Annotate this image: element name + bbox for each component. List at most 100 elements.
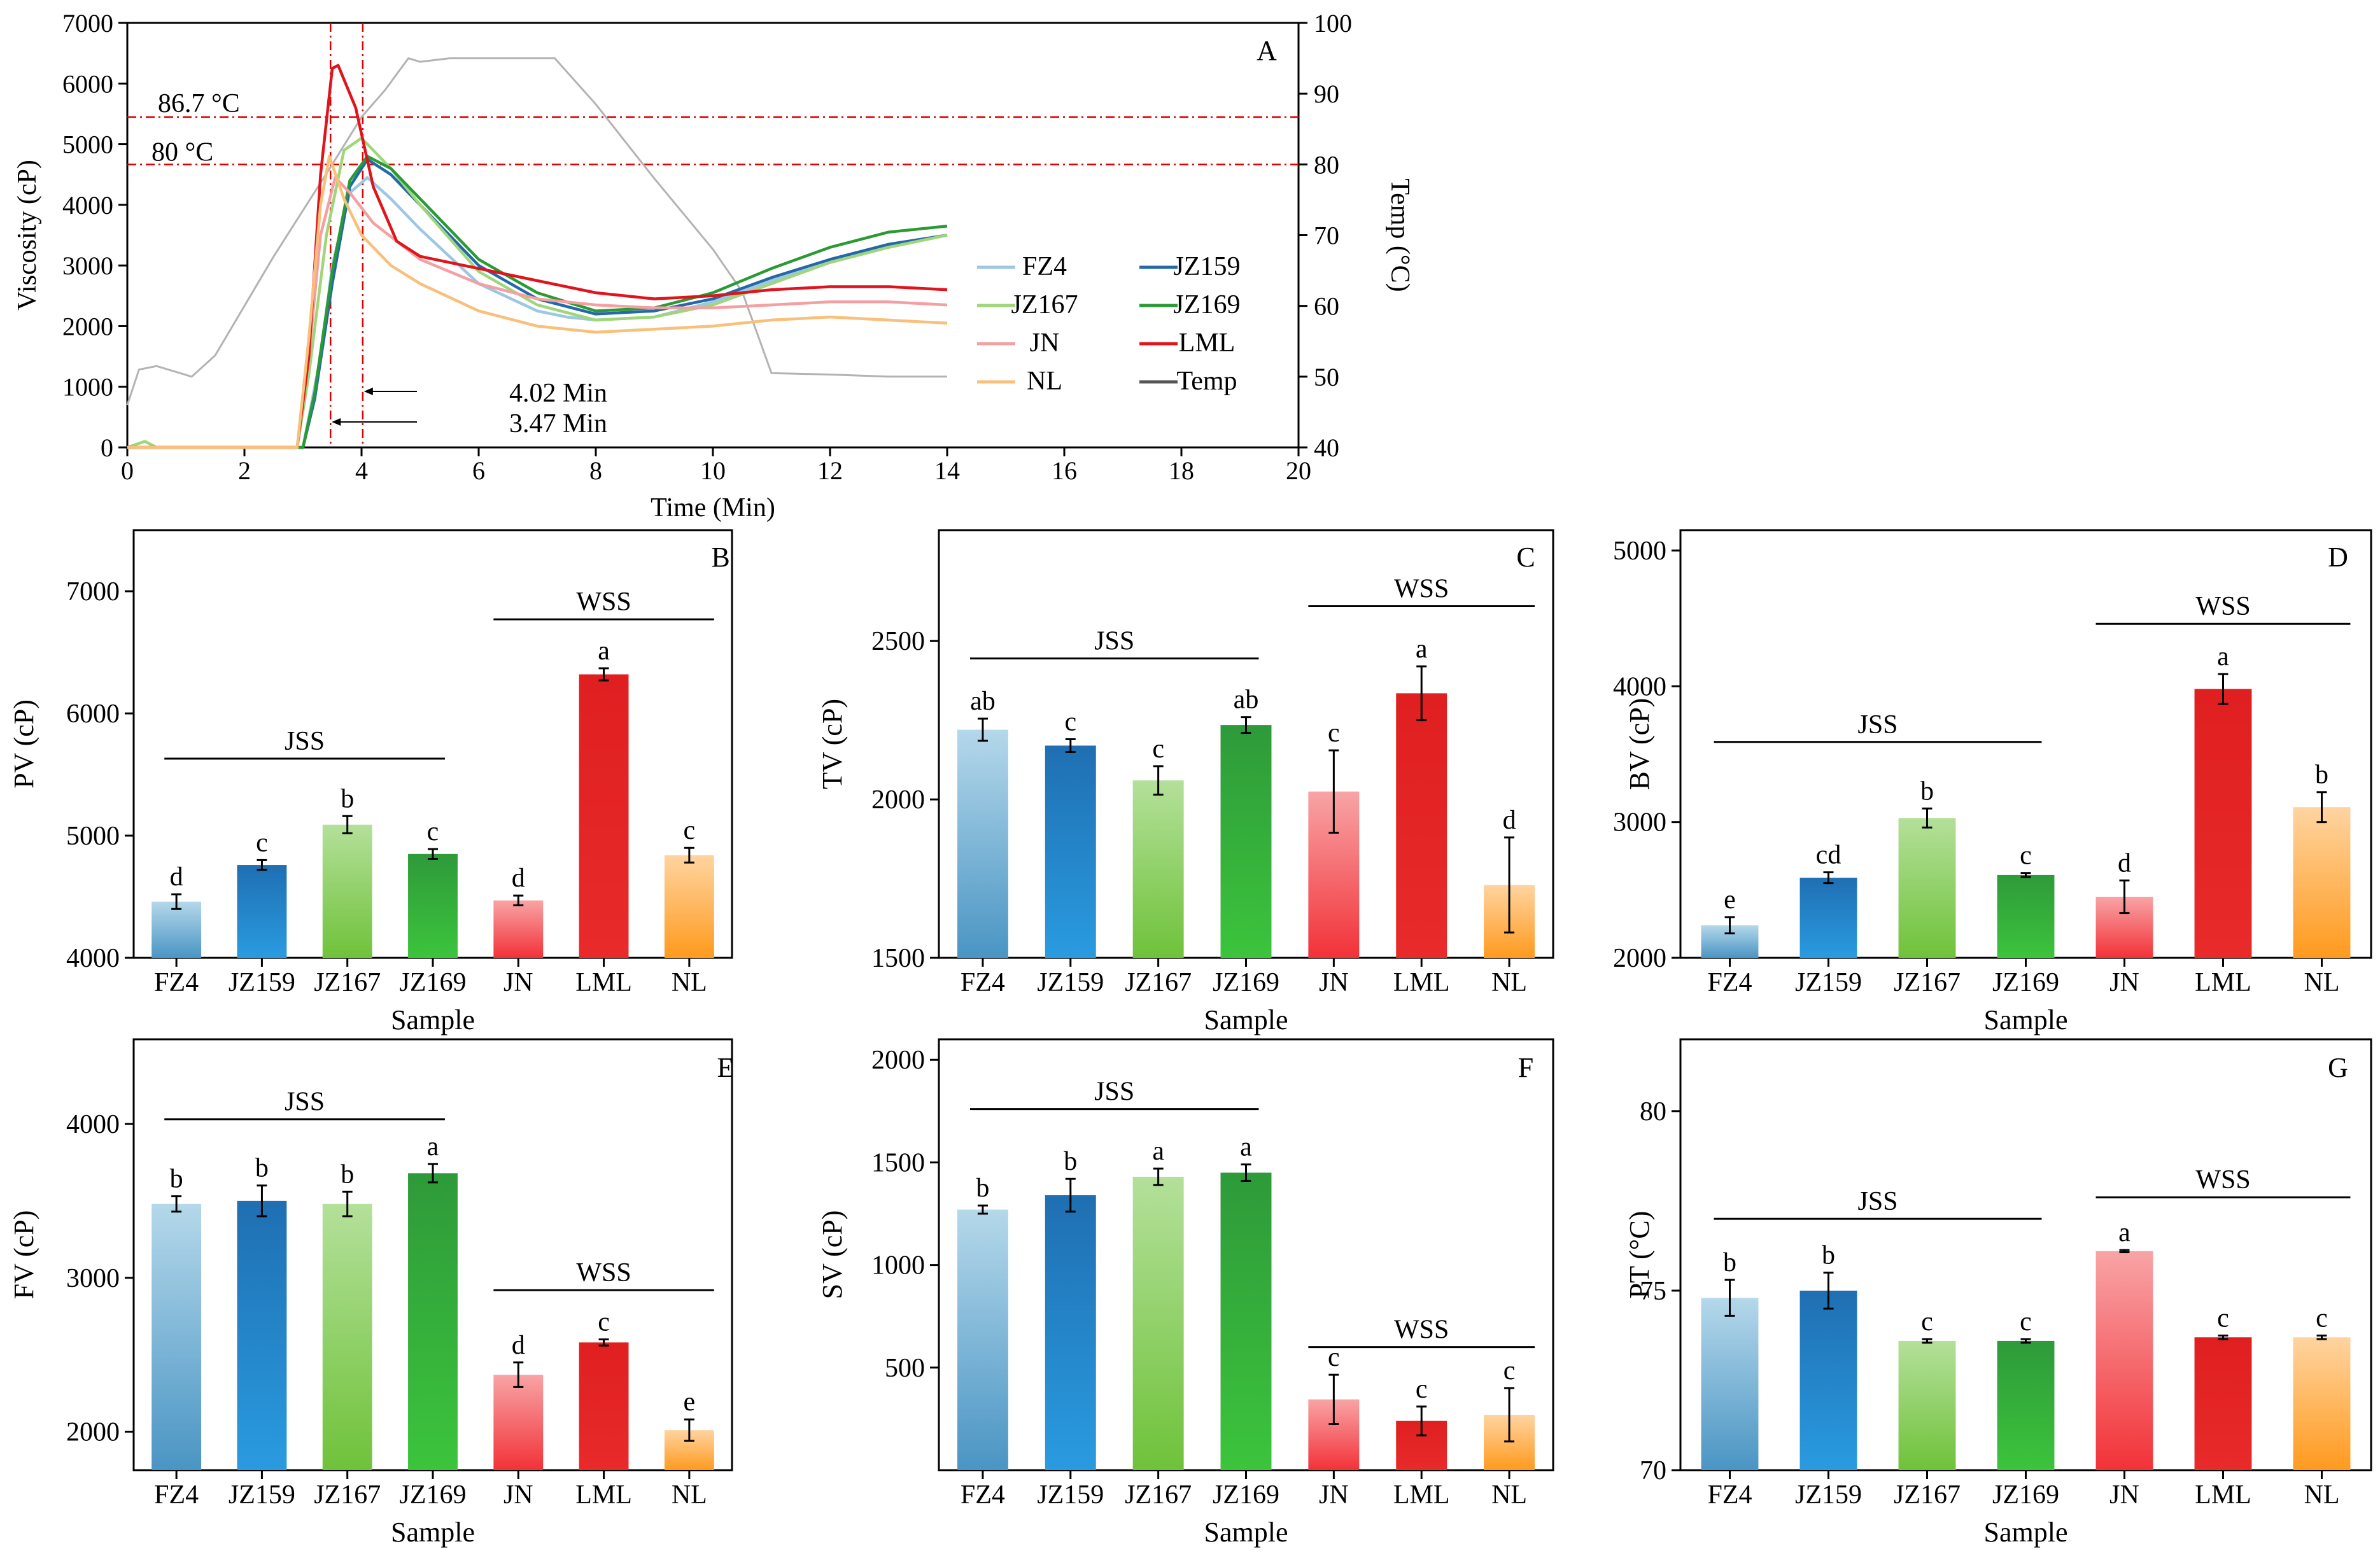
x-tick-label: JN — [503, 968, 533, 997]
significance-letter: b — [1723, 1248, 1736, 1277]
significance-letter: d — [512, 1331, 525, 1360]
x-tick-label: 18 — [1169, 456, 1194, 485]
y-tick-label: 1000 — [62, 373, 113, 402]
group-label-wss: WSS — [2195, 592, 2250, 621]
x-tick-label: NL — [672, 1480, 707, 1510]
x-tick-label: LML — [2195, 968, 2251, 997]
bar-jz169 — [1997, 874, 2055, 958]
bar-fz4 — [957, 729, 1008, 958]
annotation-4-02-min: 4.02 Min — [509, 379, 607, 408]
panel-letter: D — [2328, 542, 2348, 573]
significance-letter: b — [1920, 776, 1934, 806]
panel-g-bar-chart: 70 75 80 b FZ4 b JZ159 c JZ167 c JZ169 a JN c LML c NL JS… — [1624, 1038, 2372, 1548]
bar-jn — [493, 900, 544, 958]
bar-jz169 — [408, 853, 458, 958]
group-label-jss: JSS — [285, 1088, 325, 1117]
bar-fz4 — [151, 901, 202, 958]
y-tick-label: 2000 — [871, 1046, 925, 1075]
y2-tick-label: 70 — [1314, 221, 1339, 250]
significance-letter: b — [341, 1160, 354, 1189]
significance-letter: d — [512, 864, 525, 893]
bar-nl — [2293, 807, 2351, 958]
y-tick-label: 4000 — [66, 944, 120, 973]
y2-axis-title: Temp (°C) — [1385, 178, 1414, 291]
series-line-lml — [127, 64, 948, 449]
significance-letter: a — [1240, 1133, 1252, 1162]
significance-letter: c — [1152, 734, 1164, 764]
x-tick-label: FZ4 — [961, 968, 1005, 997]
x-tick-label: 2 — [238, 456, 251, 485]
y-tick-label: 1000 — [871, 1251, 925, 1281]
bar-jz169 — [1997, 1340, 2055, 1470]
series-line-jn — [127, 176, 948, 449]
y2-tick-label: 80 — [1314, 150, 1339, 179]
significance-letter: c — [427, 817, 439, 846]
bar-lml — [579, 1342, 629, 1470]
legend-label-temp: Temp — [1176, 367, 1237, 396]
y-tick-label: 5000 — [66, 822, 120, 851]
bar-lml — [579, 674, 629, 958]
bar-fz4 — [151, 1204, 202, 1470]
legend-label-lml: LML — [1179, 328, 1236, 358]
x-tick-label: JZ169 — [1213, 968, 1279, 997]
significance-letter: c — [1064, 708, 1076, 737]
legend-label-fz4: FZ4 — [1022, 252, 1067, 281]
x-tick-label: 16 — [1052, 456, 1077, 485]
significance-letter: d — [2118, 848, 2131, 878]
x-axis-title: Sample — [391, 1517, 475, 1548]
x-axis-title: Sample — [1204, 1004, 1288, 1035]
bar-jz167 — [1898, 1340, 1956, 1470]
x-tick-label: FZ4 — [961, 1480, 1005, 1510]
significance-letter: c — [2020, 1307, 2032, 1337]
significance-letter: cd — [1816, 841, 1841, 870]
y-tick-label: 70 — [1640, 1456, 1666, 1485]
significance-letter: ab — [1234, 685, 1259, 715]
y-tick-label: 4000 — [66, 1110, 120, 1139]
bar-jz169 — [408, 1173, 458, 1470]
y-tick-label: 80 — [1640, 1097, 1666, 1126]
panel-b-bar-chart: 4000 5000 6000 7000 d FZ4 c JZ159 b JZ167 c JZ169 d J… — [8, 529, 733, 1035]
group-label-jss: JSS — [1094, 1077, 1134, 1107]
bar-jz167 — [1132, 780, 1184, 958]
x-tick-label: 8 — [589, 456, 602, 485]
bar-jz159 — [1045, 745, 1096, 958]
group-label-jss: JSS — [1857, 1187, 1898, 1216]
y2-tick-label: 100 — [1314, 9, 1352, 38]
significance-letter: b — [341, 784, 354, 813]
annotation-3-47-min: 3.47 Min — [509, 409, 607, 439]
y-tick-label: 5000 — [62, 130, 113, 159]
significance-letter: c — [1328, 1343, 1340, 1372]
group-label-wss: WSS — [576, 587, 631, 617]
bar-jz159 — [237, 865, 287, 958]
bar-lml — [2194, 689, 2252, 958]
x-tick-label: NL — [1491, 1480, 1527, 1510]
x-tick-label: 4 — [355, 456, 368, 485]
x-tick-label: NL — [1491, 968, 1527, 997]
series-line-nl — [127, 155, 948, 449]
significance-letter: a — [1416, 635, 1428, 664]
x-tick-label: JN — [1319, 968, 1349, 997]
group-label-jss: JSS — [285, 727, 325, 756]
bar-jz167 — [322, 1204, 372, 1470]
x-tick-label: JN — [2109, 968, 2139, 997]
bar-jz159 — [1799, 1290, 1857, 1470]
x-tick-label: LML — [575, 1480, 632, 1510]
y2-tick-label: 60 — [1314, 292, 1339, 321]
x-tick-label: JZ159 — [229, 968, 295, 997]
x-tick-label: JZ159 — [1795, 968, 1862, 997]
y-tick-label: 2500 — [871, 627, 925, 656]
significance-letter: ab — [970, 687, 996, 716]
y-tick-label: 4000 — [1613, 672, 1666, 701]
y-axis-title: TV (cP) — [817, 699, 848, 789]
x-axis-title: Sample — [1204, 1517, 1288, 1548]
significance-letter: c — [2316, 1303, 2328, 1333]
y-tick-label: 1500 — [871, 1148, 925, 1177]
x-tick-label: JZ167 — [314, 1480, 381, 1510]
bar-lml — [2194, 1337, 2252, 1470]
significance-letter: e — [684, 1387, 696, 1417]
panel-d-bar-chart: 2000 3000 4000 5000 e FZ4 cd JZ159 b JZ167 c JZ169 d… — [1613, 529, 2372, 1035]
y2-tick-label: 90 — [1314, 80, 1339, 108]
series-line-jz159 — [127, 158, 948, 449]
y2-tick-label: 40 — [1314, 433, 1339, 462]
